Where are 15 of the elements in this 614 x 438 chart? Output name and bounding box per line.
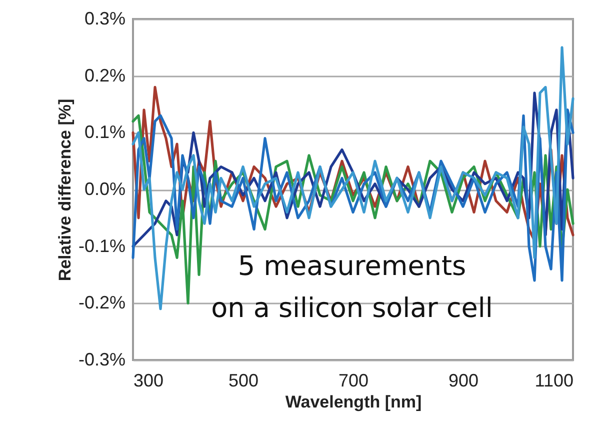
x-tick-label: 700 — [338, 370, 369, 390]
y-tick-label: 0.2% — [84, 65, 126, 86]
y-tick-label: -0.2% — [78, 292, 126, 313]
y-tick-label: 0.3% — [84, 8, 126, 28]
y-tick-label: 0.1% — [84, 122, 126, 142]
y-axis-title: Relative difference [%] — [55, 98, 74, 282]
x-axis-title: Wavelength [nm] — [285, 392, 422, 412]
x-tick-label: 500 — [228, 370, 259, 390]
annotation: 5 measurements on a silicon solar cell — [211, 251, 493, 324]
y-tick-label: 0.0% — [84, 179, 126, 199]
x-tick-label: 1100 — [534, 370, 574, 390]
x-tick-label: 300 — [134, 370, 164, 390]
y-tick-label: -0.3% — [78, 350, 126, 370]
y-tick-label: -0.1% — [78, 236, 126, 256]
x-tick-label: 900 — [448, 370, 479, 390]
